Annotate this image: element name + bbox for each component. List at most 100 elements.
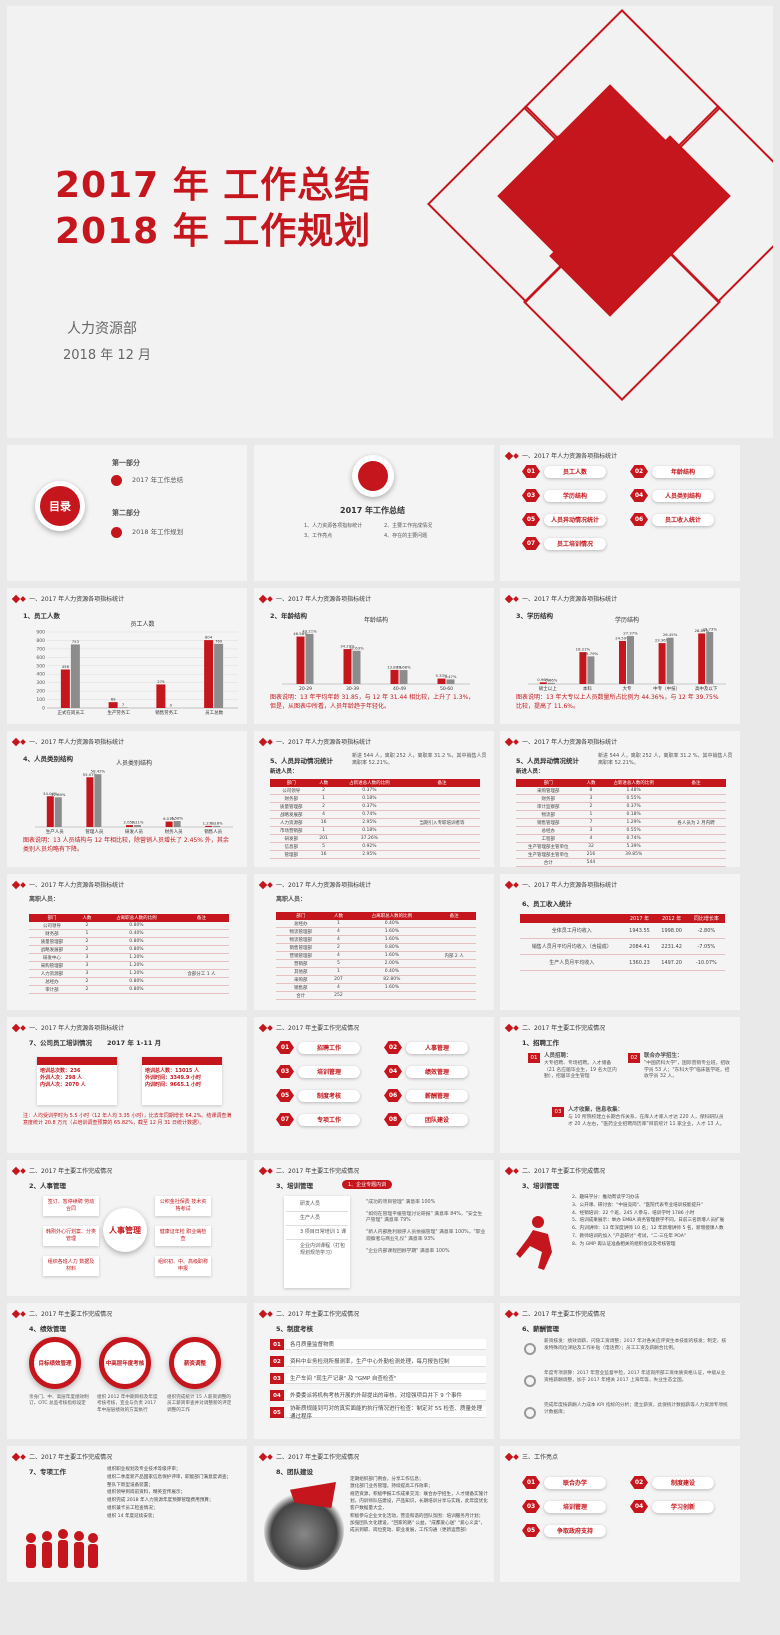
work-item-3[interactable]: 03 培训管理 bbox=[276, 1065, 360, 1078]
table-cell bbox=[665, 850, 726, 859]
recruit-b2-title: 联合办学招生： bbox=[644, 1053, 683, 1059]
y-tick-label: 300 bbox=[36, 680, 45, 686]
table-header-cell: 备注 bbox=[404, 779, 480, 787]
highlight-item-5[interactable]: 05 争取政府支持 bbox=[522, 1524, 606, 1537]
perf-text-2: 组织 2012 年中期目标及年度考核考核，宣业与负责 2017 年中层层绩效的方… bbox=[97, 1395, 158, 1413]
work-item-5[interactable]: 05 制度考核 bbox=[276, 1089, 360, 1102]
table-cell bbox=[665, 858, 726, 867]
work-item-6[interactable]: 06 薪酬管理 bbox=[384, 1089, 468, 1102]
table-cell: 2 bbox=[74, 985, 100, 994]
work-item-8[interactable]: 08 团队建设 bbox=[384, 1113, 468, 1126]
slide-header: 一、2017 年人力资源各项指标统计 bbox=[11, 880, 124, 889]
toc-part1-icon bbox=[111, 475, 122, 486]
data-label: 46.58% bbox=[293, 631, 308, 636]
highlight-item-1[interactable]: 01 联合办学 bbox=[522, 1476, 606, 1489]
data-label: 27.37% bbox=[623, 631, 638, 636]
table-cell: 2084.41 bbox=[623, 938, 656, 955]
train-right-list: "成功的项目管理" 满意率 100% "如何在管理平缓管理讨论研报" 满意率 8… bbox=[366, 1200, 486, 1254]
table-cell: 1 bbox=[580, 810, 602, 819]
x-tick-label: 40-49 bbox=[393, 686, 406, 692]
team-list: 定期组织部门例会，分享工作信息； 激化部门业务管理，持续提高工作效率； 规范资源，积… bbox=[350, 1477, 488, 1534]
data-label: 753 bbox=[72, 639, 80, 644]
slide-training: 一、2017 年人力资源各项指标统计 7、公司员工培训情况 2017 年 1-1… bbox=[7, 1017, 247, 1153]
work-item-7[interactable]: 07 专项工作 bbox=[276, 1113, 360, 1126]
table-cell bbox=[173, 961, 229, 970]
hr-item-2: 公积金社保费 技术资格考试 bbox=[155, 1196, 211, 1216]
table-cell: 采购管理部 bbox=[516, 787, 581, 795]
bar bbox=[156, 684, 166, 708]
index-item-5[interactable]: 05 人员异动情况统计 bbox=[522, 513, 606, 526]
table-cell bbox=[404, 842, 480, 851]
table-cell: 252 bbox=[325, 991, 352, 1000]
highlight-item-3[interactable]: 03 培训管理 bbox=[522, 1500, 606, 1513]
table-cell: 0.18% bbox=[334, 794, 405, 803]
table-cell: 生产管理部主管单位 bbox=[516, 850, 581, 859]
recruit-num-1: 01 bbox=[528, 1053, 540, 1063]
toc-part1-item[interactable]: 2017 年工作总结 bbox=[132, 476, 184, 484]
recruit-subtitle: 1、招聘工作 bbox=[522, 1039, 560, 1047]
slide-header: 二、2017 年主要工作完成情况 bbox=[11, 1166, 112, 1175]
slide-performance: 二、2017 年主要工作完成情况 4、绩效管理 目标绩效管理 中高层年度考核 薪… bbox=[7, 1303, 247, 1439]
table-cell: 0.55% bbox=[601, 794, 666, 803]
table-cell: 管理部 bbox=[270, 850, 313, 859]
table-cell: 财务部 bbox=[270, 794, 313, 803]
index-item-3[interactable]: 03 学历结构 bbox=[522, 489, 606, 502]
toc-part1: 第一部分 bbox=[112, 459, 140, 467]
table-cell: 2 bbox=[74, 977, 100, 986]
table-header-cell: 人数 bbox=[580, 779, 602, 787]
work-item-1[interactable]: 01 招聘工作 bbox=[276, 1041, 360, 1054]
hr-item-1: 签订、暂停续聘 劳动合同 bbox=[43, 1196, 99, 1216]
data-label: 1.18% bbox=[211, 820, 223, 825]
index-item-2[interactable]: 02 年龄结构 bbox=[630, 465, 714, 478]
table-cell: 0.80% bbox=[99, 985, 174, 994]
index-item-6[interactable]: 06 员工收入统计 bbox=[630, 513, 714, 526]
table-cell bbox=[173, 953, 229, 962]
index-item-7[interactable]: 07 员工培训情况 bbox=[522, 537, 606, 550]
table-cell: 2.95% bbox=[334, 818, 405, 827]
table-cell: 1943.55 bbox=[623, 923, 656, 939]
highlight-item-4[interactable]: 04 学习创新 bbox=[630, 1500, 714, 1513]
table-cell bbox=[404, 787, 480, 795]
table-row: 物流部 1 0.18% bbox=[516, 810, 726, 819]
table-cell: 当期引入专职培训者等 bbox=[404, 818, 480, 827]
table-cell: 0.55% bbox=[601, 826, 666, 835]
toc-part2-item[interactable]: 2018 年工作规划 bbox=[132, 528, 184, 536]
table-cell bbox=[432, 943, 476, 952]
table-row: 销售部 4 1.60% bbox=[276, 983, 476, 992]
chart-title: 年龄结构 bbox=[364, 616, 388, 624]
work-item-4[interactable]: 04 绩效管理 bbox=[384, 1065, 468, 1078]
table-cell: 合计 bbox=[516, 858, 581, 867]
table-cell: 0.80% bbox=[99, 937, 174, 946]
table-cell: 内部 2 人 bbox=[432, 951, 476, 960]
age-subtitle: 2、年龄结构 bbox=[270, 612, 308, 620]
index-item-4[interactable]: 04 人员类别结构 bbox=[630, 489, 714, 502]
table-row: 生产人员月平均收入 1360.23 1497.20 -10.07% bbox=[520, 954, 725, 971]
perf-text-1: 亲身门、中、高层年度绩效制订，OTC 总监考核指标设定 bbox=[29, 1395, 89, 1407]
cover-title-2018: 2018 年 工作规划 bbox=[55, 211, 372, 252]
slide-leave-1: 一、2017 年人力资源各项指标统计 离职人员： 部门 人数 占离职总人数的比例 备注… bbox=[7, 874, 247, 1010]
table-cell bbox=[404, 802, 480, 811]
table-row: 质量管理部 2 0.80% bbox=[29, 937, 229, 946]
bar bbox=[587, 656, 595, 684]
table-cell: 含部分工 1 人 bbox=[173, 969, 229, 978]
work-item-2[interactable]: 02 人事管理 bbox=[384, 1041, 468, 1054]
x-tick-label: 中专（中技） bbox=[653, 685, 680, 692]
index-item-1[interactable]: 01 员工人数 bbox=[522, 465, 606, 478]
special-list: 组织职业规划及专业技术等级评审； 组织二季度新产品国家信息保护评审，职能部门满意度… bbox=[107, 1467, 232, 1519]
slide-education: 一、2017 年人力资源各项指标统计 3、学历结构 学历结构 0.96% 0.66%… bbox=[500, 588, 740, 724]
slide-turnover-2: 一、2017 年人力资源各项指标统计 5、人员异动情况统计 新进 544 人，离… bbox=[500, 731, 740, 867]
slide-header: 二、2017 年主要工作完成情况 bbox=[11, 1309, 112, 1318]
table-cell: 公司领导 bbox=[270, 787, 313, 795]
table-cell bbox=[173, 929, 229, 938]
slide-header: 一、2017 年人力资源各项指标统计 bbox=[504, 594, 617, 603]
table-cell bbox=[432, 935, 476, 944]
table-cell: 0.74% bbox=[601, 834, 666, 843]
table-cell bbox=[173, 937, 229, 946]
slide-header: 三、工作亮点 bbox=[504, 1452, 558, 1461]
toc-badge: 目录 bbox=[40, 486, 80, 526]
highlight-item-2[interactable]: 02 制度建设 bbox=[630, 1476, 714, 1489]
training-note: 注：人均受训学时为 5.5 小时（12 年人均 3.35 小时），比去年同期增长… bbox=[23, 1113, 232, 1127]
table-cell: 1360.23 bbox=[623, 954, 656, 971]
age-bar-chart: 年龄结构 46.58%49.21% 20-29 34.29%32.63% 30-39 13… bbox=[282, 616, 470, 692]
slide-header: 二、2017 年主要工作完成情况 bbox=[504, 1309, 605, 1318]
